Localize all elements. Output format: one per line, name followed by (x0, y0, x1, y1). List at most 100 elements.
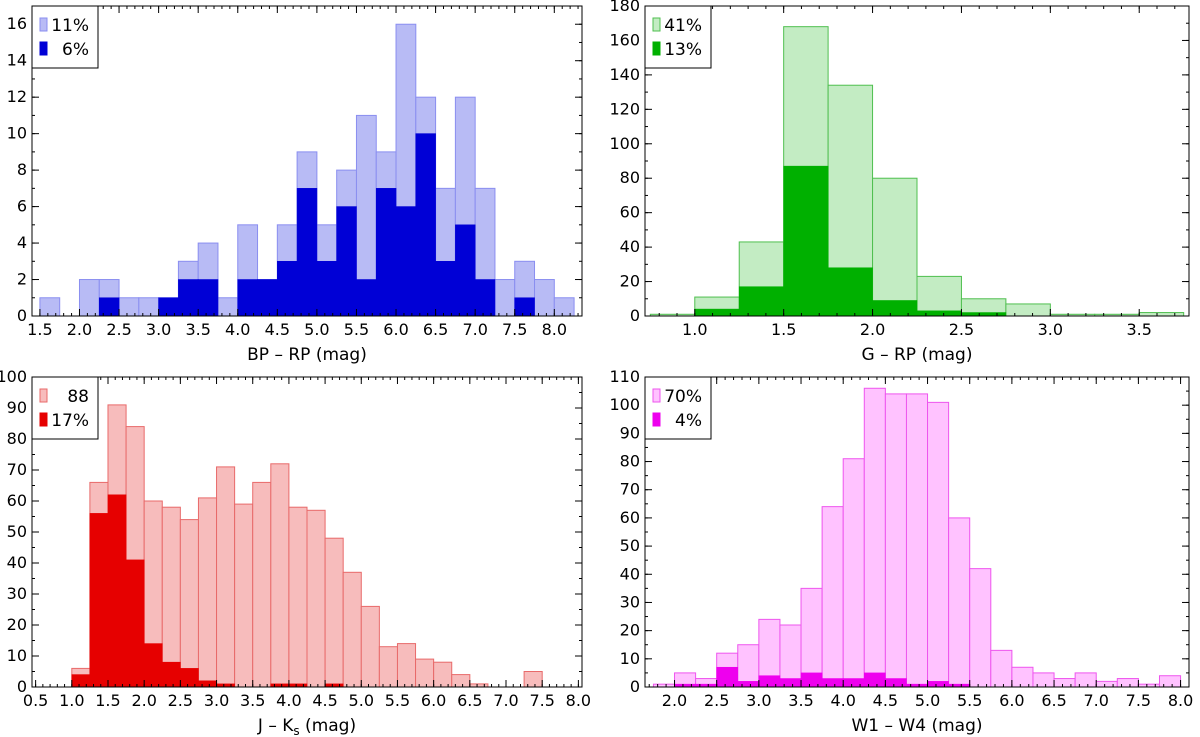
bar-all (948, 517, 971, 688)
y-tick-label: 10 (7, 646, 27, 665)
legend-box (31, 376, 99, 440)
x-tick-label: 4.5 (873, 691, 898, 710)
bar-all (451, 674, 471, 688)
bar-all (415, 658, 435, 688)
x-tick-label: 6.5 (457, 691, 482, 710)
bar-all (360, 605, 380, 688)
bar-all (216, 466, 236, 688)
y-tick-label: 0 (630, 306, 640, 325)
panel-g-rp: 1.0 1.5 2.0 2.5 3.0 3.5 0 20 40 60 80 100 120 140 160 1… (609, 0, 1190, 365)
bar-all (396, 643, 417, 688)
legend-box (31, 5, 99, 69)
bar-all (800, 587, 823, 688)
legend-swatch (39, 41, 48, 56)
bar-subset (257, 279, 278, 317)
x-tick-label: 2.0 (67, 320, 92, 339)
bar-all (252, 481, 272, 688)
y-tick-label: 100 (0, 367, 27, 386)
bar-all (378, 646, 398, 688)
x-tick-label: 3.0 (146, 320, 171, 339)
legend-label: 6% (62, 40, 89, 60)
legend-swatch (39, 388, 48, 403)
x-tick-label: 2.0 (131, 691, 156, 710)
x-tick-label: 1.0 (59, 691, 84, 710)
bar-subset (197, 279, 219, 317)
bar-subset (89, 513, 109, 688)
x-tick-label: 2.0 (860, 320, 885, 339)
x-tick-label: 6.0 (421, 691, 446, 710)
bar-subset (198, 680, 217, 688)
x-tick-label: 3.5 (1126, 320, 1151, 339)
x-tick-label: 0.5 (23, 691, 48, 710)
bar-all (863, 387, 886, 688)
y-tick-label: 20 (620, 272, 640, 291)
legend-label: 88 (67, 387, 89, 407)
bar-subset (375, 188, 397, 317)
bar-subset (474, 279, 496, 317)
y-tick-label: 90 (620, 423, 640, 442)
x-tick-label: 5.0 (349, 691, 374, 710)
bar-subset (98, 297, 120, 317)
legend-swatch (39, 412, 48, 427)
y-tick-label: 180 (609, 0, 640, 15)
x-tick-label: 5.5 (957, 691, 982, 710)
y-tick-label: 20 (620, 621, 640, 640)
y-tick-label: 100 (609, 134, 640, 153)
bar-all (1053, 678, 1076, 688)
x-tick-label: 2.5 (106, 320, 131, 339)
series-subset (71, 494, 344, 688)
bar-subset (961, 312, 1007, 317)
bar-subset (800, 672, 823, 688)
bar-subset (863, 672, 886, 688)
bar-all (1005, 303, 1051, 317)
bar-subset (872, 300, 918, 317)
bar-all (161, 506, 181, 688)
x-tick-label: 3.0 (204, 691, 229, 710)
x-tick-label: 7.5 (529, 691, 554, 710)
bar-subset (158, 297, 179, 317)
x-tick-label: 3.5 (185, 320, 210, 339)
bar-subset (316, 260, 337, 317)
y-tick-label: 80 (620, 168, 640, 187)
bar-all (1158, 675, 1182, 688)
series-all (649, 26, 1185, 317)
x-axis-label: G – RP (mag) (862, 345, 973, 365)
legend-label: 41% (664, 16, 702, 36)
y-tick-label: 60 (620, 203, 640, 222)
legend-swatch (39, 17, 48, 32)
x-tick-label: 5.0 (915, 691, 940, 710)
bar-subset (738, 286, 784, 317)
legend-box (644, 5, 712, 69)
y-tick-label: 140 (609, 65, 640, 84)
bar-all (78, 279, 100, 317)
bar-all (494, 279, 516, 317)
x-tick-label: 8.0 (566, 691, 591, 710)
x-tick-label: 2.5 (949, 320, 974, 339)
x-tick-label: 2.0 (662, 691, 687, 710)
bar-subset (143, 643, 163, 688)
x-tick-label: 7.5 (1126, 691, 1151, 710)
y-tick-label: 16 (7, 14, 27, 33)
bar-all (138, 297, 160, 317)
y-tick-label: 80 (620, 452, 640, 471)
y-tick-label: 4 (17, 233, 27, 252)
bar-all (1116, 678, 1139, 688)
bar-all (1074, 672, 1097, 688)
panel-bp-rp: 1.5 2.0 2.5 3.0 3.5 4.0 4.5 5.0 5.5 6.0 6.5 7.0 7.5 8… (7, 5, 583, 365)
y-tick-label: 2 (17, 270, 27, 289)
y-tick-label: 0 (17, 306, 27, 325)
bar-all (905, 393, 929, 688)
bar-subset (821, 678, 844, 688)
bar-all (288, 506, 308, 688)
x-tick-label: 4.0 (276, 691, 301, 710)
bar-subset (694, 308, 740, 317)
bar-all (324, 537, 344, 688)
y-tick-label: 12 (7, 87, 27, 106)
bar-all (306, 509, 326, 688)
x-tick-label: 6.0 (999, 691, 1024, 710)
x-tick-label: 5.0 (304, 320, 329, 339)
bar-subset (758, 675, 781, 688)
bar-subset (237, 279, 258, 317)
bar-all (737, 644, 760, 688)
